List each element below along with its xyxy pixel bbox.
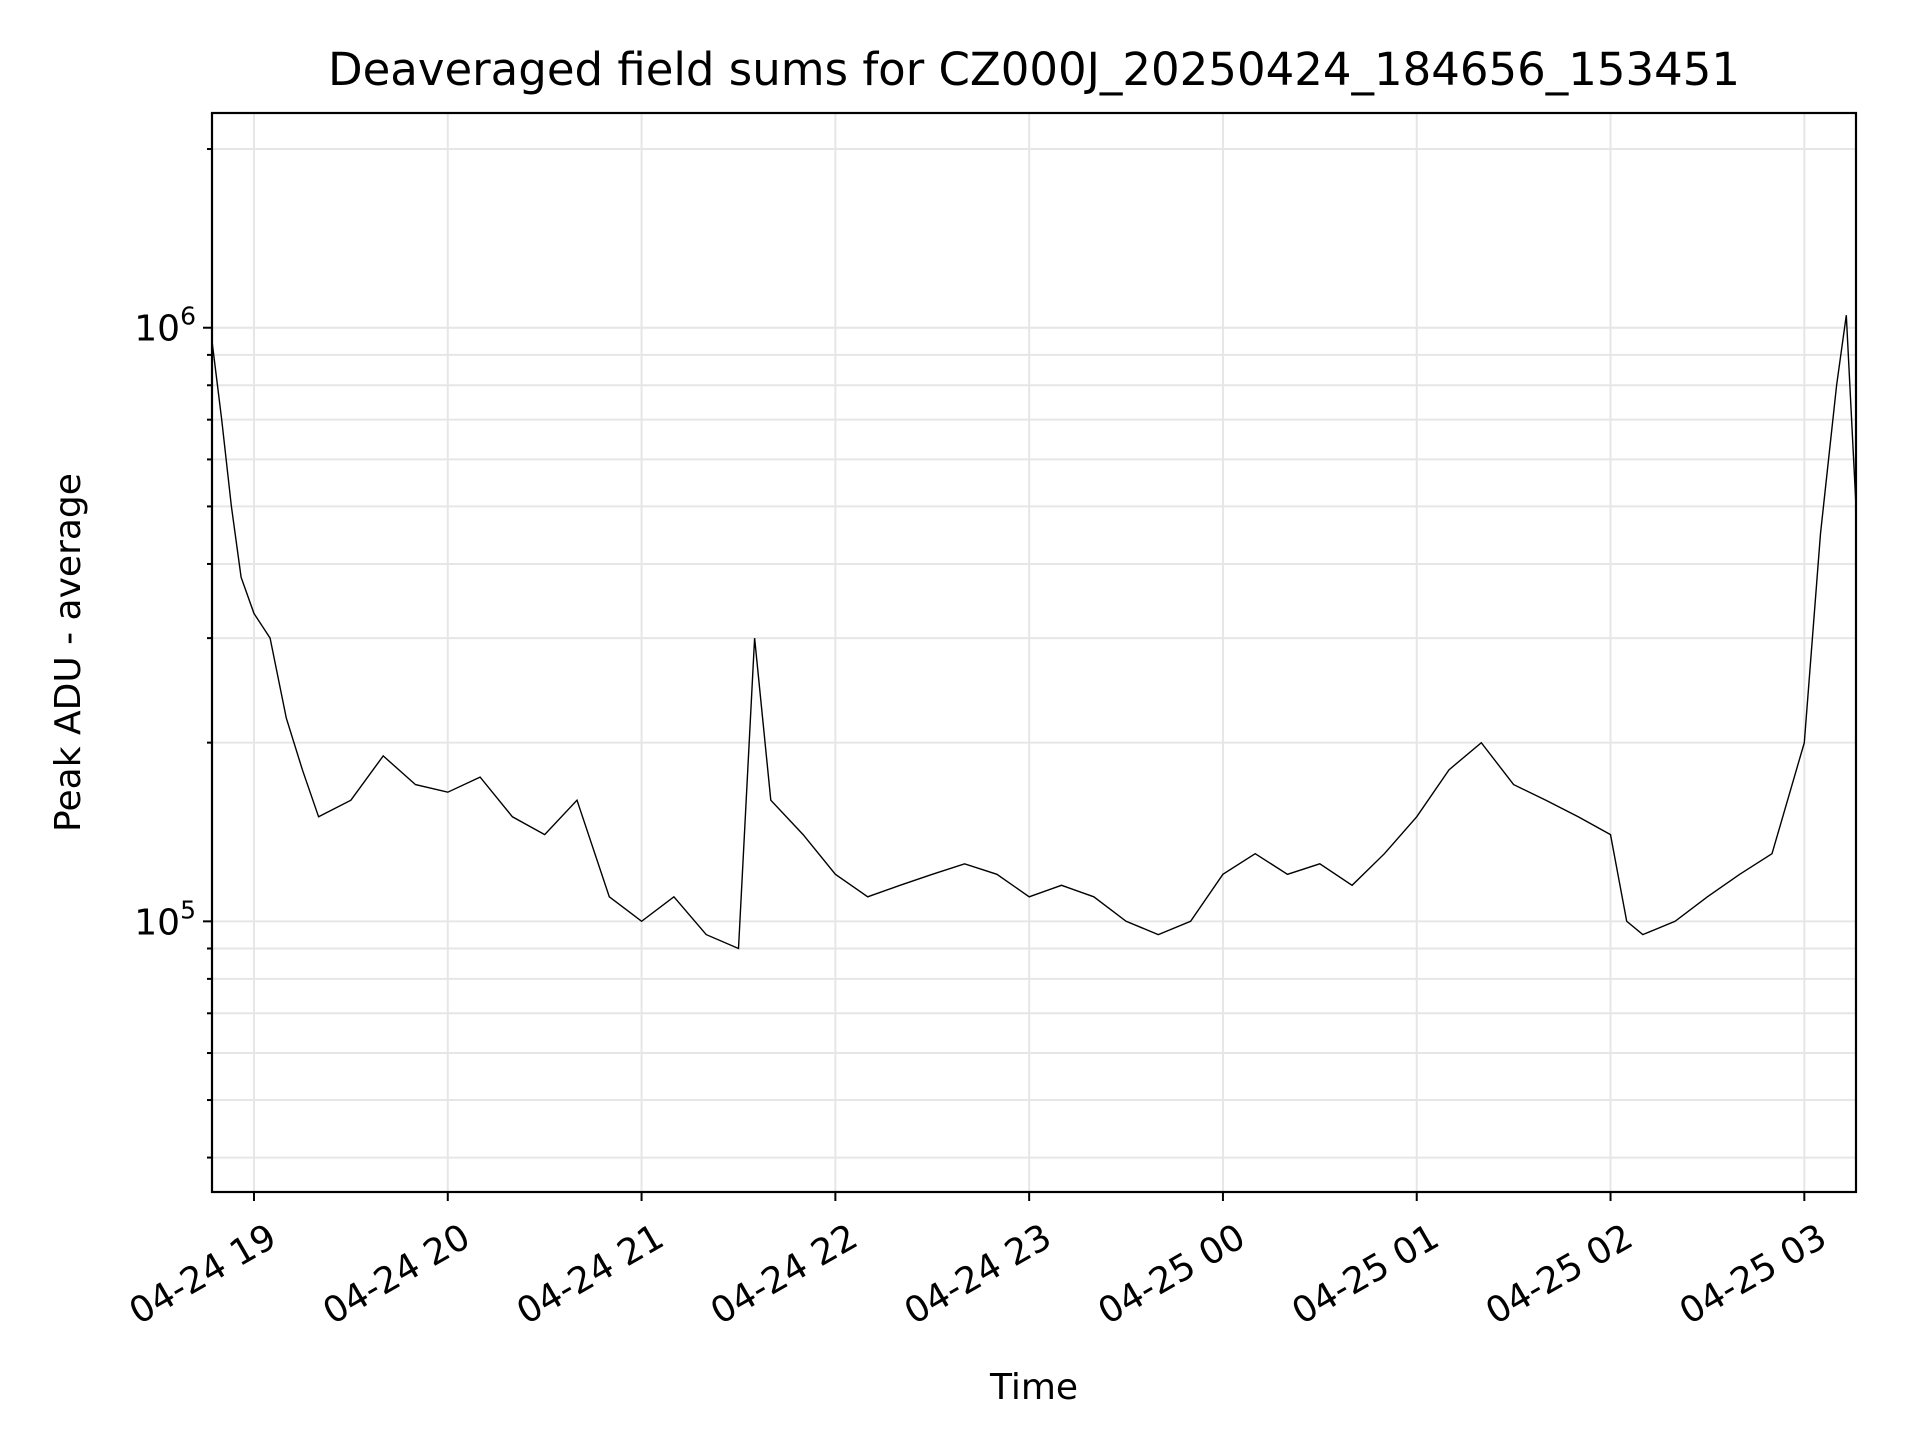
y-tick-label: 105 bbox=[134, 895, 196, 943]
x-axis-label: Time bbox=[989, 1367, 1078, 1408]
x-axis: 04-24 19 04-24 20 04-24 21 04-24 22 04-24 23… bbox=[123, 1192, 1834, 1333]
x-tick-label: 04-25 02 bbox=[1479, 1216, 1640, 1332]
plot-frame bbox=[212, 113, 1856, 1192]
x-tick-label: 04-24 21 bbox=[510, 1216, 671, 1332]
y-tick-label-exponent: 6 bbox=[180, 302, 196, 331]
x-tick-label: 04-25 01 bbox=[1285, 1216, 1446, 1332]
y-tick-label: 106 bbox=[134, 302, 196, 350]
grid bbox=[212, 113, 1856, 1192]
x-tick-label: 04-25 00 bbox=[1092, 1216, 1253, 1332]
y-tick-label-exponent: 5 bbox=[180, 895, 196, 924]
series-layer bbox=[212, 315, 1856, 948]
x-tick-label: 04-24 23 bbox=[898, 1216, 1059, 1332]
series-line-0 bbox=[212, 315, 1856, 948]
x-tick-label: 04-25 03 bbox=[1673, 1216, 1834, 1332]
x-tick-label: 04-24 20 bbox=[316, 1216, 477, 1332]
x-tick-label: 04-24 19 bbox=[123, 1216, 284, 1332]
y-tick-label-base: 10 bbox=[134, 309, 180, 350]
x-tick-label: 04-24 22 bbox=[704, 1216, 865, 1332]
y-tick-label-base: 10 bbox=[134, 902, 180, 943]
chart-title: Deaveraged field sums for CZ000J_2025042… bbox=[328, 43, 1740, 96]
y-axis-label: Peak ADU - average bbox=[48, 473, 89, 832]
